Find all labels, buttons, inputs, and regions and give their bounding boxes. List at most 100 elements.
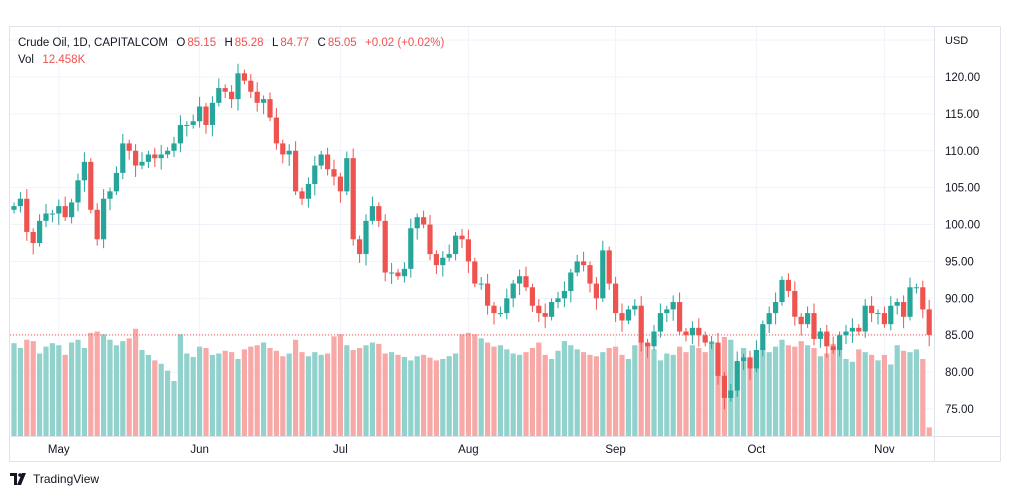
volume-bar bbox=[478, 338, 484, 436]
time-tick-label: Nov bbox=[874, 444, 895, 456]
volume-bar bbox=[734, 363, 740, 436]
candle bbox=[651, 324, 657, 350]
volume-bar bbox=[440, 359, 446, 436]
volume-bar bbox=[382, 353, 388, 436]
volume-bar bbox=[312, 352, 318, 436]
candle bbox=[120, 133, 126, 180]
candle bbox=[94, 203, 100, 246]
candle-body bbox=[433, 254, 439, 266]
volume-bar bbox=[216, 353, 222, 436]
volume-bar bbox=[286, 353, 292, 436]
time-tick-label: Jul bbox=[333, 444, 348, 456]
volume-bar bbox=[606, 348, 612, 436]
volume-bar bbox=[824, 353, 830, 436]
price-tick-label: 120.00 bbox=[945, 72, 980, 84]
volume-bar bbox=[139, 350, 145, 436]
candle-body bbox=[702, 335, 708, 343]
candle bbox=[766, 306, 772, 334]
candle-body bbox=[875, 313, 881, 315]
volume-bar bbox=[760, 349, 766, 436]
volume-bar bbox=[510, 353, 516, 436]
candle-body bbox=[651, 331, 657, 347]
volume-bar bbox=[664, 353, 670, 436]
candle-body bbox=[709, 342, 715, 344]
candle bbox=[369, 196, 375, 225]
close-value: 85.05 bbox=[327, 37, 357, 49]
candle-body bbox=[49, 213, 55, 215]
volume-bar bbox=[747, 359, 753, 436]
candle bbox=[299, 187, 305, 206]
candle-body bbox=[613, 283, 619, 314]
volume-bar bbox=[101, 334, 107, 436]
candle bbox=[523, 266, 529, 291]
candle-body bbox=[901, 302, 907, 317]
candle bbox=[709, 335, 715, 349]
volume-bar bbox=[421, 354, 427, 436]
candle-body bbox=[587, 265, 593, 284]
volume-bar bbox=[171, 381, 177, 436]
candle bbox=[645, 338, 651, 358]
symbol-title[interactable]: Crude Oil, 1D, CAPITALCOM bbox=[18, 37, 168, 49]
candle bbox=[561, 281, 567, 308]
volume-bar bbox=[696, 348, 702, 436]
candle bbox=[657, 303, 663, 338]
volume-bar bbox=[465, 332, 471, 436]
candle-body bbox=[69, 202, 75, 218]
candle-body bbox=[56, 206, 62, 214]
volume-bar bbox=[581, 352, 587, 436]
candle-body bbox=[280, 143, 286, 155]
candle-body bbox=[549, 302, 555, 317]
candle-body bbox=[907, 287, 913, 317]
candle bbox=[862, 299, 868, 338]
volume-bar bbox=[376, 343, 382, 436]
volume-bar bbox=[491, 346, 497, 436]
candle bbox=[427, 214, 433, 261]
candle-body bbox=[837, 335, 843, 350]
volume-bar bbox=[427, 357, 433, 436]
volume-bar bbox=[241, 349, 247, 436]
low-label: L bbox=[271, 37, 279, 49]
time-tick-label: Aug bbox=[458, 444, 478, 456]
volume-bar bbox=[433, 360, 439, 436]
high-value: 85.28 bbox=[234, 37, 264, 49]
candle bbox=[408, 218, 414, 278]
candlestick-chart[interactable]: 75.00 80.00 85.00 90.00 95.00 100.00 105.00 110… bbox=[0, 0, 1012, 470]
candle-body bbox=[24, 198, 30, 232]
candle-body bbox=[677, 302, 683, 332]
candle bbox=[613, 276, 619, 322]
volume-bar bbox=[625, 359, 631, 436]
candle-body bbox=[254, 91, 260, 103]
volume-bar bbox=[261, 342, 267, 436]
candle-body bbox=[568, 272, 574, 291]
candle bbox=[325, 147, 331, 176]
candle-body bbox=[625, 309, 631, 321]
tradingview-logo[interactable]: TradingView bbox=[10, 472, 99, 486]
candle-body bbox=[427, 224, 433, 255]
candle-body bbox=[401, 268, 407, 277]
candle-body bbox=[529, 287, 535, 306]
candle-body bbox=[113, 172, 119, 192]
volume-bar bbox=[561, 341, 567, 436]
candle bbox=[465, 229, 471, 273]
volume-bar bbox=[651, 349, 657, 436]
candle-body bbox=[133, 150, 139, 166]
candle bbox=[907, 277, 913, 321]
candle bbox=[894, 298, 900, 315]
volume-bar bbox=[273, 350, 279, 436]
candle-body bbox=[849, 327, 855, 332]
candle bbox=[30, 228, 36, 255]
candle-body bbox=[421, 217, 427, 225]
volume-bar bbox=[529, 348, 535, 436]
candle-body bbox=[75, 180, 81, 203]
candle bbox=[888, 296, 894, 331]
candle bbox=[581, 251, 587, 272]
volume-bar bbox=[11, 343, 17, 436]
candle-body bbox=[517, 276, 523, 284]
candle bbox=[357, 235, 363, 263]
candle bbox=[549, 298, 555, 321]
price-tick-label: 100.00 bbox=[945, 220, 980, 232]
candle-body bbox=[862, 305, 868, 332]
price-tick-label: 90.00 bbox=[945, 293, 974, 305]
price-tick-label: 85.00 bbox=[945, 330, 974, 342]
candle bbox=[254, 82, 260, 112]
